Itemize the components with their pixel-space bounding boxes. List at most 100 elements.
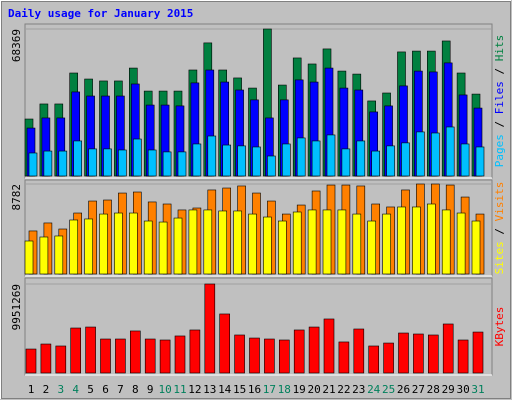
x-tick-label: 16 [248, 383, 261, 396]
legend-entry: Hits [493, 35, 506, 62]
bar [416, 131, 425, 177]
x-tick-label: 14 [218, 383, 232, 396]
bar [383, 342, 394, 374]
bar [103, 148, 112, 177]
x-tick-label: 23 [352, 383, 365, 396]
bar [441, 209, 451, 275]
bar [85, 326, 96, 374]
bar [442, 323, 454, 374]
bar [427, 334, 439, 374]
bar [352, 213, 362, 275]
x-tick-label: 13 [203, 383, 216, 396]
y-tick-label: 8782 [10, 184, 23, 211]
bar [267, 155, 276, 177]
legend: Pages / Files / Hits [493, 35, 506, 168]
x-tick-label: 20 [307, 383, 320, 396]
bar [412, 206, 421, 275]
bar [73, 140, 82, 177]
bar [218, 210, 227, 275]
bar [55, 345, 67, 374]
bar [174, 335, 186, 374]
bar [322, 209, 332, 275]
x-tick-label: 9 [147, 383, 154, 396]
bar [114, 212, 123, 275]
bar [84, 218, 93, 275]
bar [337, 209, 347, 275]
bar [144, 338, 156, 374]
legend-entry: Files [493, 81, 506, 114]
bar [24, 240, 34, 275]
x-tick-label: 11 [173, 383, 186, 396]
legend-entry: KBytes [493, 307, 506, 347]
bar [129, 212, 138, 275]
bar [471, 220, 481, 275]
bar [192, 143, 202, 177]
bar [115, 338, 126, 374]
bar [69, 219, 78, 275]
x-tick-label: 29 [442, 383, 455, 396]
legend-entry: Visits [493, 182, 506, 222]
bar [457, 339, 469, 374]
x-tick-label: 31 [471, 383, 484, 396]
bar [58, 150, 68, 177]
bar [371, 150, 381, 177]
bar [252, 146, 261, 177]
bar [323, 318, 335, 374]
x-tick-label: 26 [397, 383, 410, 396]
bar [281, 143, 291, 177]
x-tick-label: 17 [263, 383, 276, 396]
bar [292, 211, 302, 275]
bar [40, 343, 52, 374]
bar [203, 209, 213, 275]
y-tick-label: 68369 [10, 29, 23, 62]
x-tick-label: 28 [427, 383, 440, 396]
bar [173, 217, 183, 275]
bar [25, 348, 37, 374]
bar [248, 213, 257, 275]
bar [460, 143, 470, 177]
bar [28, 152, 38, 177]
bar [188, 209, 198, 275]
bar [88, 148, 97, 177]
bar [338, 341, 350, 374]
bar [296, 137, 306, 177]
x-tick-label: 3 [57, 383, 64, 396]
bar [413, 333, 424, 374]
bar [39, 236, 49, 275]
bar [264, 338, 275, 374]
bar [207, 135, 217, 177]
x-tick-label: 27 [412, 383, 425, 396]
bar [204, 283, 216, 374]
bar [426, 203, 436, 275]
bar [311, 140, 321, 177]
bar [277, 220, 287, 275]
bar [118, 149, 127, 177]
bar [159, 339, 171, 374]
x-tick-label: 7 [117, 383, 124, 396]
bar [249, 337, 260, 374]
x-tick-label: 1 [28, 383, 35, 396]
legend-entry: Pages [493, 134, 506, 167]
bar [367, 220, 377, 275]
bar [233, 210, 242, 275]
bar [70, 327, 81, 374]
x-tick-label: 18 [278, 383, 291, 396]
bar [356, 140, 366, 177]
x-tick-label: 19 [293, 383, 306, 396]
bar [472, 331, 484, 374]
bar [307, 209, 317, 275]
x-tick-label: 2 [43, 383, 50, 396]
legend-separator: / [493, 221, 506, 241]
x-tick-label: 15 [233, 383, 246, 396]
bar [263, 216, 272, 275]
x-tick-label: 24 [367, 383, 381, 396]
bar [237, 145, 246, 177]
bar [368, 345, 380, 374]
bar [445, 126, 455, 177]
bar [130, 330, 141, 374]
bar [341, 148, 351, 177]
x-tick-label: 30 [456, 383, 469, 396]
bar [293, 329, 305, 374]
